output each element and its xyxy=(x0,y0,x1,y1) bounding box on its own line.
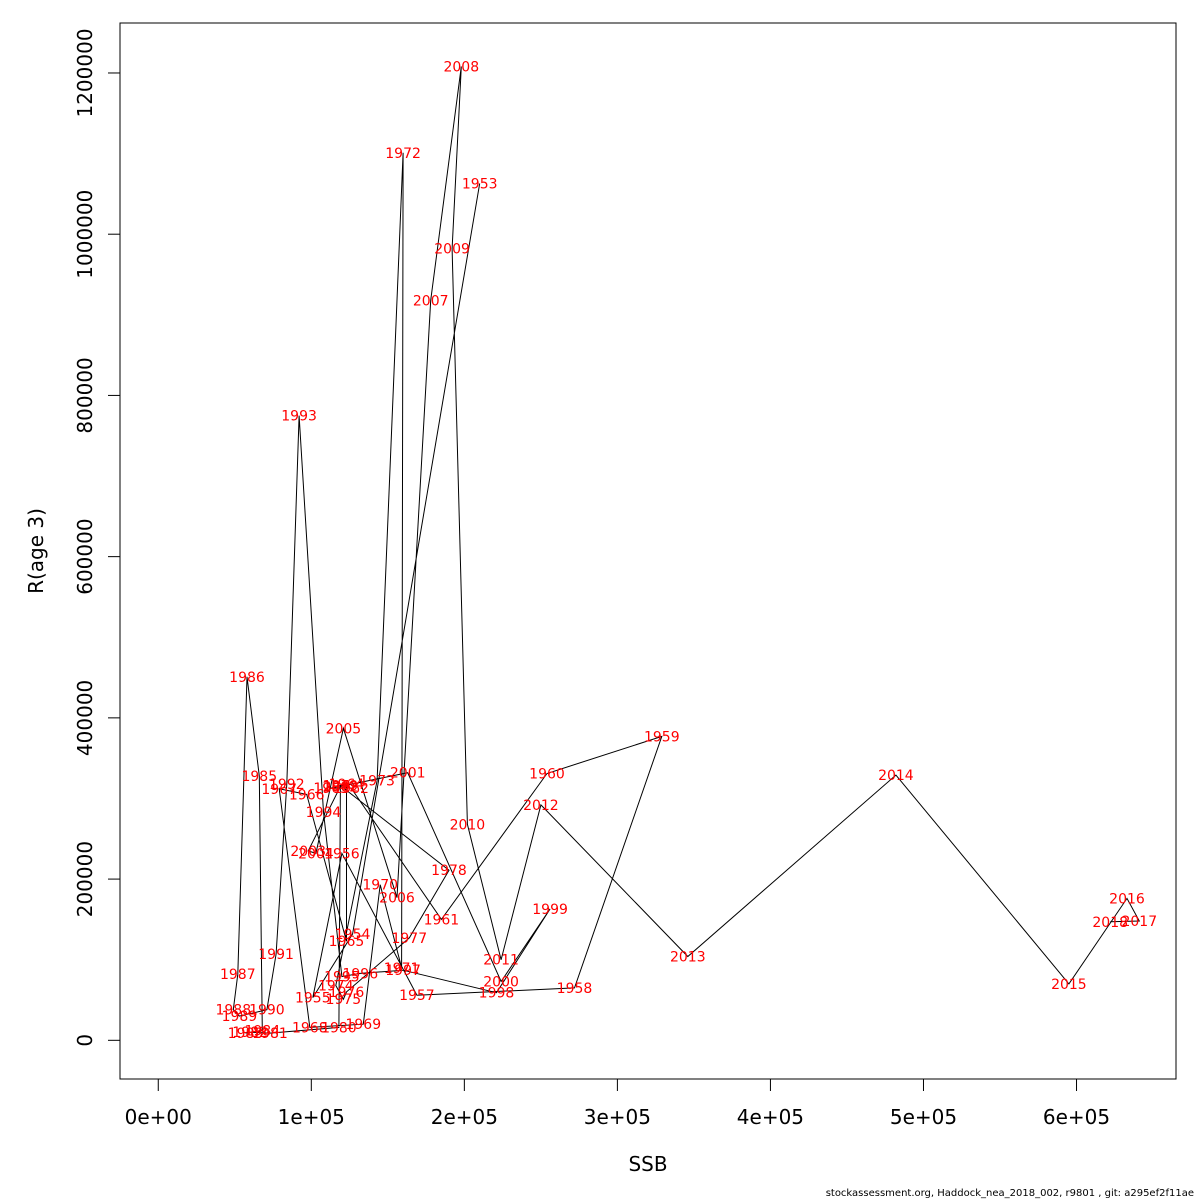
point-label-1986: 1986 xyxy=(229,670,265,686)
point-label-1964: 1964 xyxy=(329,777,365,793)
point-label-1984: 1984 xyxy=(244,1024,280,1040)
point-label-1977: 1977 xyxy=(391,931,427,947)
point-label-1998: 1998 xyxy=(479,986,515,1002)
y-tick-label: 200000 xyxy=(73,841,97,917)
point-label-2003: 2003 xyxy=(290,844,326,860)
y-tick-label: 800000 xyxy=(73,357,97,433)
point-label-1987: 1987 xyxy=(220,967,256,983)
x-axis-title: SSB xyxy=(628,1152,667,1176)
point-label-1983: 1983 xyxy=(228,1026,264,1042)
point-label-1962: 1962 xyxy=(333,781,369,797)
point-labels-layer: 1953 1954 1955 1956 1957 1958 1959 1960 1961 1962… xyxy=(215,60,1157,1043)
point-label-1955: 1955 xyxy=(295,991,331,1007)
point-label-1997: 1997 xyxy=(385,963,421,979)
point-label-1963: 1963 xyxy=(313,781,349,797)
y-axis-title: R(age 3) xyxy=(24,508,48,594)
point-label-1960: 1960 xyxy=(529,767,565,783)
point-label-1978: 1978 xyxy=(431,863,467,879)
point-label-1996: 1996 xyxy=(342,966,378,982)
point-label-2018: 2018 xyxy=(1092,915,1128,931)
point-label-1990: 1990 xyxy=(249,1003,285,1019)
point-label-2015: 2015 xyxy=(1051,977,1087,993)
x-tick-label: 0e+00 xyxy=(125,1105,192,1129)
x-tick-label: 1e+05 xyxy=(278,1105,345,1129)
point-label-1961: 1961 xyxy=(424,912,460,928)
point-label-1992: 1992 xyxy=(269,777,305,793)
point-label-2014: 2014 xyxy=(878,768,914,784)
x-axis: 0e+00 1e+05 2e+05 3e+05 4e+05 5e+05 6e+05 xyxy=(125,1078,1110,1129)
point-label-1972: 1972 xyxy=(385,146,421,162)
y-axis: 0 200000 400000 600000 800000 1000000 1200000 xyxy=(73,28,121,1047)
point-label-2006: 2006 xyxy=(379,891,415,907)
y-tick-label: 1000000 xyxy=(73,190,97,279)
point-label-1979: 1979 xyxy=(323,779,359,795)
point-label-1969: 1969 xyxy=(345,1017,381,1033)
x-tick-label: 3e+05 xyxy=(584,1105,651,1129)
point-label-1965: 1965 xyxy=(329,934,365,950)
y-tick-label: 400000 xyxy=(73,680,97,756)
point-label-1967: 1967 xyxy=(261,782,297,798)
point-label-1956: 1956 xyxy=(324,846,360,862)
point-label-2008: 2008 xyxy=(443,60,479,76)
x-tick-label: 4e+05 xyxy=(737,1105,804,1129)
point-label-2002: 2002 xyxy=(323,779,359,795)
point-label-1975: 1975 xyxy=(326,992,362,1008)
y-tick-label: 600000 xyxy=(73,518,97,594)
x-tick-label: 5e+05 xyxy=(890,1105,957,1129)
point-label-2001: 2001 xyxy=(390,766,426,782)
y-tick-label: 1200000 xyxy=(73,28,97,117)
point-label-1993: 1993 xyxy=(281,409,317,425)
point-label-2007: 2007 xyxy=(413,293,449,309)
point-label-1959: 1959 xyxy=(644,729,680,745)
point-label-1974: 1974 xyxy=(318,979,354,995)
point-label-2009: 2009 xyxy=(434,242,470,258)
point-label-1991: 1991 xyxy=(258,947,294,963)
point-label-1957: 1957 xyxy=(399,988,435,1004)
point-label-1976: 1976 xyxy=(329,985,365,1001)
point-label-1980: 1980 xyxy=(321,1020,357,1036)
point-label-1989: 1989 xyxy=(222,1009,258,1025)
point-label-1970: 1970 xyxy=(362,878,398,894)
point-label-2017: 2017 xyxy=(1121,914,1157,930)
y-tick-label: 0 xyxy=(73,1034,97,1047)
point-label-1971: 1971 xyxy=(384,961,420,977)
point-label-1968: 1968 xyxy=(292,1020,328,1036)
point-label-1994: 1994 xyxy=(306,805,342,821)
x-tick-label: 2e+05 xyxy=(431,1105,498,1129)
point-label-2005: 2005 xyxy=(326,721,362,737)
point-label-1966: 1966 xyxy=(289,787,325,803)
point-label-2004: 2004 xyxy=(298,846,334,862)
point-label-1973: 1973 xyxy=(359,774,395,790)
footer-caption: stockassessment.org, Haddock_nea_2018_00… xyxy=(825,1188,1194,1199)
point-label-2013: 2013 xyxy=(670,950,706,966)
point-label-1953: 1953 xyxy=(462,176,498,192)
point-label-2011: 2011 xyxy=(483,953,519,969)
series-line-layer xyxy=(232,66,1141,1034)
point-label-1954: 1954 xyxy=(335,927,371,943)
point-label-1995: 1995 xyxy=(324,970,360,986)
point-label-1982: 1982 xyxy=(232,1025,268,1041)
point-label-1985: 1985 xyxy=(241,769,277,785)
point-label-1999: 1999 xyxy=(532,902,568,918)
x-tick-label: 6e+05 xyxy=(1043,1105,1110,1129)
point-label-2016: 2016 xyxy=(1109,891,1145,907)
point-label-2010: 2010 xyxy=(450,817,486,833)
point-label-1988: 1988 xyxy=(215,1003,251,1019)
point-label-2012: 2012 xyxy=(523,798,559,814)
point-label-1981: 1981 xyxy=(252,1026,288,1042)
sr-trajectory-line xyxy=(232,66,1141,1034)
point-label-1958: 1958 xyxy=(557,981,593,997)
point-label-2000: 2000 xyxy=(483,975,519,991)
